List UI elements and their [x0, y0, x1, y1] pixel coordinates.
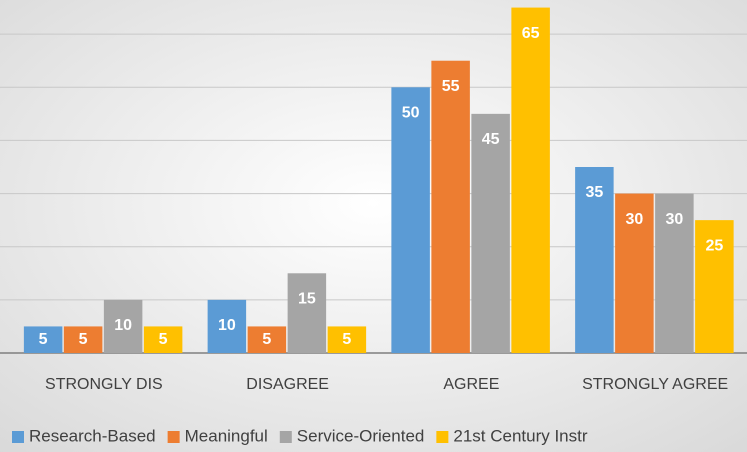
bar: [575, 167, 614, 353]
bar: [207, 299, 247, 353]
bar: [471, 113, 510, 353]
data-label: 5: [159, 331, 168, 348]
bar: [63, 326, 103, 353]
bar: [431, 60, 470, 353]
data-label: 5: [79, 331, 88, 348]
bar: [287, 273, 327, 353]
legend-swatch: [279, 431, 292, 443]
bar: [391, 87, 430, 354]
bar: [615, 193, 654, 353]
x-tick-label: STRONGLY AGREE: [582, 376, 728, 393]
bar: [103, 299, 143, 353]
data-label: 5: [39, 331, 48, 348]
bar: [143, 326, 183, 353]
data-label: 65: [522, 25, 540, 42]
legend-label: Meaningful: [185, 426, 268, 445]
x-tick-label: DISAGREE: [246, 376, 329, 393]
data-label: 30: [625, 211, 643, 228]
bar: [695, 220, 734, 353]
data-label: 35: [585, 184, 603, 201]
data-label: 5: [262, 331, 271, 348]
data-label: 30: [665, 211, 683, 228]
data-label: 50: [402, 105, 420, 122]
x-tick-label: AGREE: [443, 376, 499, 393]
data-label: 5: [342, 331, 351, 348]
bar: [247, 326, 287, 353]
data-label: 10: [218, 317, 236, 334]
legend-label: Service-Oriented: [297, 426, 425, 445]
data-label: 15: [298, 291, 316, 308]
legend-swatch: [167, 431, 180, 443]
data-label: 10: [114, 317, 132, 334]
legend-swatch: [436, 431, 449, 443]
bar: [511, 7, 550, 353]
data-label: 25: [705, 237, 723, 254]
bar: [655, 193, 694, 353]
bar: [327, 326, 367, 353]
legend-swatch: [12, 431, 24, 443]
legend-label: Research-Based: [29, 426, 156, 445]
data-label: 55: [442, 78, 460, 95]
x-tick-label: STRONGLY DIS: [45, 376, 163, 393]
bar: [23, 326, 63, 353]
legend-label: 21st Century Instr: [453, 426, 588, 445]
data-label: 45: [482, 131, 500, 148]
